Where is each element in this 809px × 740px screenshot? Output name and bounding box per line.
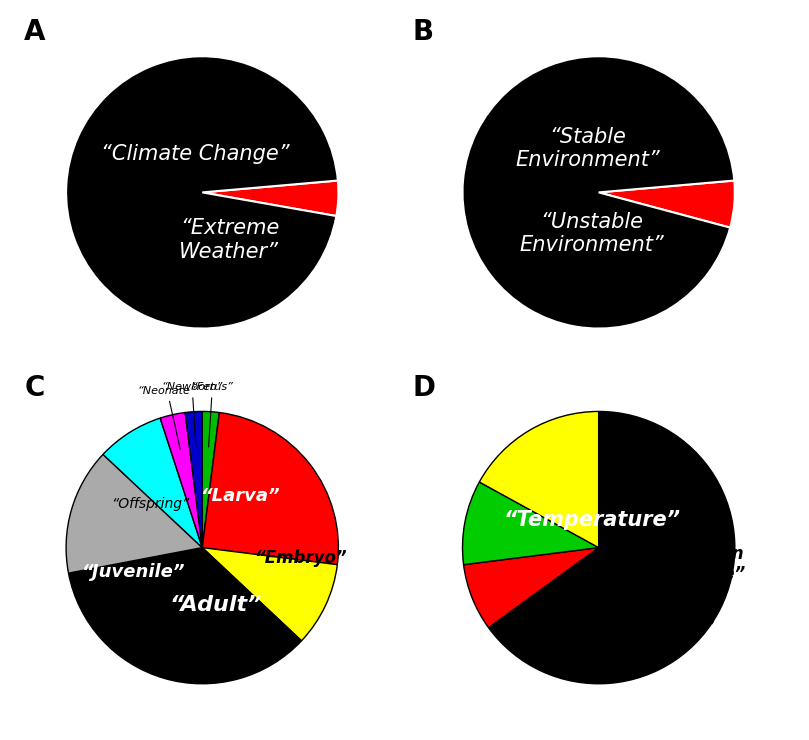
- Text: “Offspring”: “Offspring”: [112, 497, 189, 511]
- Wedge shape: [66, 454, 202, 573]
- Wedge shape: [463, 482, 599, 565]
- Text: “Climate Change”: “Climate Change”: [101, 144, 290, 164]
- Wedge shape: [160, 412, 202, 548]
- Text: “Stable
Environment”: “Stable Environment”: [515, 127, 660, 170]
- Text: “Larva”: “Larva”: [201, 487, 280, 505]
- Wedge shape: [464, 548, 599, 628]
- Text: “Oxygen”: “Oxygen”: [646, 619, 714, 633]
- Text: “Newborn”: “Newborn”: [162, 383, 222, 447]
- Text: “Unstable
Environment”: “Unstable Environment”: [519, 212, 664, 255]
- Text: B: B: [413, 18, 434, 47]
- Text: “Adult”: “Adult”: [170, 595, 262, 615]
- Wedge shape: [69, 548, 302, 684]
- Wedge shape: [480, 411, 599, 548]
- Wedge shape: [66, 56, 338, 329]
- Wedge shape: [202, 548, 337, 641]
- Text: “Carbon
Dioxide”: “Carbon Dioxide”: [664, 545, 745, 583]
- Text: “Temperature”: “Temperature”: [503, 511, 680, 531]
- Text: A: A: [24, 18, 46, 47]
- Wedge shape: [599, 181, 735, 228]
- Text: C: C: [24, 374, 44, 402]
- Wedge shape: [202, 181, 338, 216]
- Text: “Fetus”: “Fetus”: [192, 383, 233, 447]
- Wedge shape: [103, 418, 202, 548]
- Wedge shape: [202, 411, 219, 548]
- Text: “Extreme
Weather”: “Extreme Weather”: [180, 218, 279, 262]
- Wedge shape: [202, 412, 338, 565]
- Text: D: D: [413, 374, 435, 402]
- Wedge shape: [463, 56, 735, 329]
- Text: “pH”: “pH”: [627, 636, 660, 650]
- Text: “Embryo”: “Embryo”: [254, 550, 346, 568]
- Text: “Juvenile”: “Juvenile”: [83, 563, 186, 581]
- Wedge shape: [185, 411, 202, 548]
- Wedge shape: [489, 411, 735, 684]
- Text: “Neonate”: “Neonate”: [138, 386, 197, 449]
